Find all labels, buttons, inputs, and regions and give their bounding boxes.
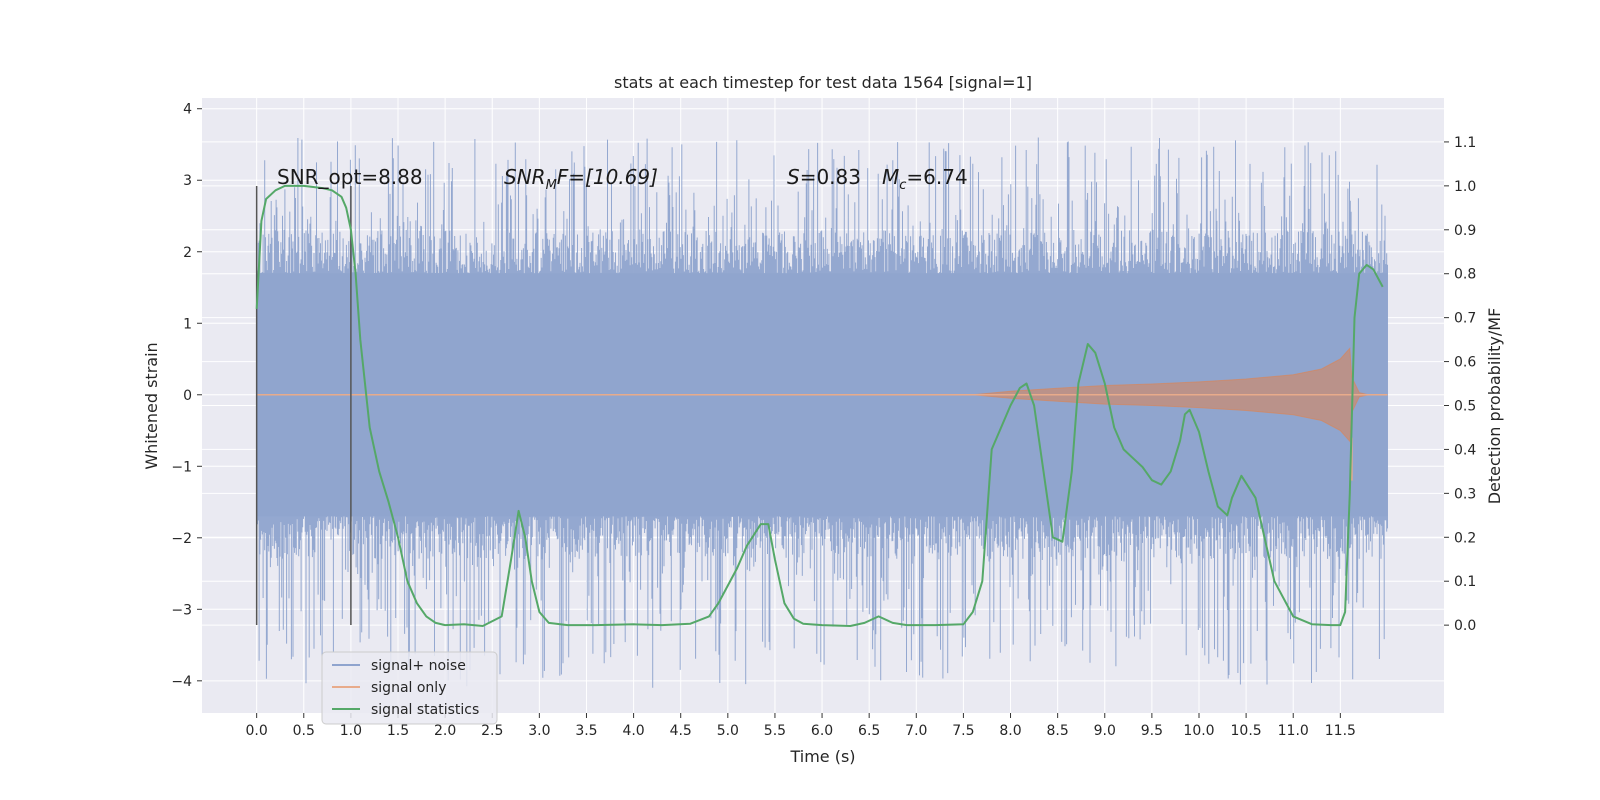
snr-mf-base: SNR: [504, 165, 546, 189]
x-tick-label-5: 2.5: [481, 723, 503, 739]
yr-tick-label-8: 0.3: [1454, 486, 1476, 502]
x-tick-label-6: 3.0: [528, 723, 550, 739]
x-tick-label-9: 4.5: [670, 723, 692, 739]
yl-tick-label-2: 2: [183, 245, 192, 261]
annotation-mc: Mc=6.74: [882, 165, 968, 193]
yl-tick-label-3: 1: [183, 316, 192, 332]
chart-title: stats at each timestep for test data 156…: [614, 73, 1032, 92]
x-tick-label-3: 1.5: [387, 723, 409, 739]
snr-mf-sub: M: [546, 178, 557, 193]
yr-tick-label-6: 0.5: [1454, 399, 1476, 415]
ticks: 0.0 0.5 1.0 1.5 2.0 2.5 3.0 3.5 4.0 4.5 5.0 5.5 6.0 6…: [171, 102, 1476, 739]
statistics-line: [255, 184, 1384, 627]
vertical-markers: [255, 185, 352, 626]
snr-mf-rest: F=[10.69]: [557, 165, 658, 189]
signal-statistics-series: [255, 184, 1384, 627]
x-tick-label-18: 9.0: [1094, 723, 1116, 739]
yr-tick-label-7: 0.4: [1454, 442, 1476, 458]
yr-tick-label-10: 0.1: [1454, 574, 1476, 590]
legend-label-signal-noise: signal+ noise: [371, 658, 466, 674]
yl-tick-label-1: 3: [183, 173, 192, 189]
x-tick-label-12: 6.0: [811, 723, 833, 739]
x-tick-label-2: 1.0: [340, 723, 362, 739]
x-tick-label-17: 8.5: [1047, 723, 1069, 739]
s-label: S: [787, 165, 800, 189]
x-tick-label-20: 10.0: [1183, 723, 1214, 739]
x-tick-label-21: 10.5: [1231, 723, 1262, 739]
x-tick-label-15: 7.5: [952, 723, 974, 739]
y-axis-label-right: Detection probability/MF: [1485, 308, 1504, 505]
yr-tick-label-4: 0.7: [1454, 311, 1476, 327]
x-tick-label-16: 8.0: [999, 723, 1021, 739]
annotation-snr-mf: SNRMF=[10.69]: [504, 165, 658, 193]
annotation-snr-opt: SNR_opt=8.88: [277, 165, 423, 189]
x-tick-label-10: 5.0: [717, 723, 739, 739]
legend-box: [321, 651, 498, 725]
yl-tick-label-4: 0: [183, 388, 192, 404]
mc-label: M: [882, 165, 899, 189]
yr-tick-label-5: 0.6: [1454, 355, 1476, 371]
annotation-s: S=0.83: [787, 165, 861, 189]
x-tick-label-0: 0.0: [246, 723, 268, 739]
x-tick-label-14: 7.0: [905, 723, 927, 739]
yl-tick-label-8: −4: [171, 674, 192, 690]
yl-tick-label-5: −1: [171, 459, 192, 475]
mc-sub: c: [899, 178, 906, 193]
yl-tick-label-0: 4: [183, 102, 192, 118]
yl-tick-label-7: −3: [171, 602, 192, 618]
legend-label-statistics: signal statistics: [371, 702, 479, 718]
x-axis-label: Time (s): [789, 747, 855, 766]
x-tick-label-19: 9.5: [1141, 723, 1163, 739]
x-tick-label-8: 4.0: [622, 723, 644, 739]
yr-tick-label-9: 0.2: [1454, 530, 1476, 546]
x-tick-label-22: 11.0: [1278, 723, 1309, 739]
x-tick-label-23: 11.5: [1325, 723, 1356, 739]
x-tick-label-1: 0.5: [293, 723, 315, 739]
x-tick-label-13: 6.5: [858, 723, 880, 739]
yr-tick-label-3: 0.8: [1454, 267, 1476, 283]
yr-tick-label-11: 0.0: [1454, 618, 1476, 634]
y-axis-label-left: Whitened strain: [142, 342, 161, 469]
legend: signal+ noise signal only signal statist…: [321, 651, 498, 725]
x-tick-label-4: 2.0: [434, 723, 456, 739]
annotations: SNR_opt=8.88 SNRMF=[10.69] S=0.83 Mc=6.7…: [277, 165, 968, 193]
legend-label-signal-only: signal only: [371, 680, 446, 696]
s-value: =0.83: [800, 165, 861, 189]
x-tick-label-11: 5.5: [764, 723, 786, 739]
yr-tick-label-2: 0.9: [1454, 223, 1476, 239]
mc-value: =6.74: [906, 165, 967, 189]
yr-tick-label-1: 1.0: [1454, 179, 1476, 195]
x-tick-label-7: 3.5: [575, 723, 597, 739]
yl-tick-label-6: −2: [171, 531, 192, 547]
yr-tick-label-0: 1.1: [1454, 135, 1476, 151]
